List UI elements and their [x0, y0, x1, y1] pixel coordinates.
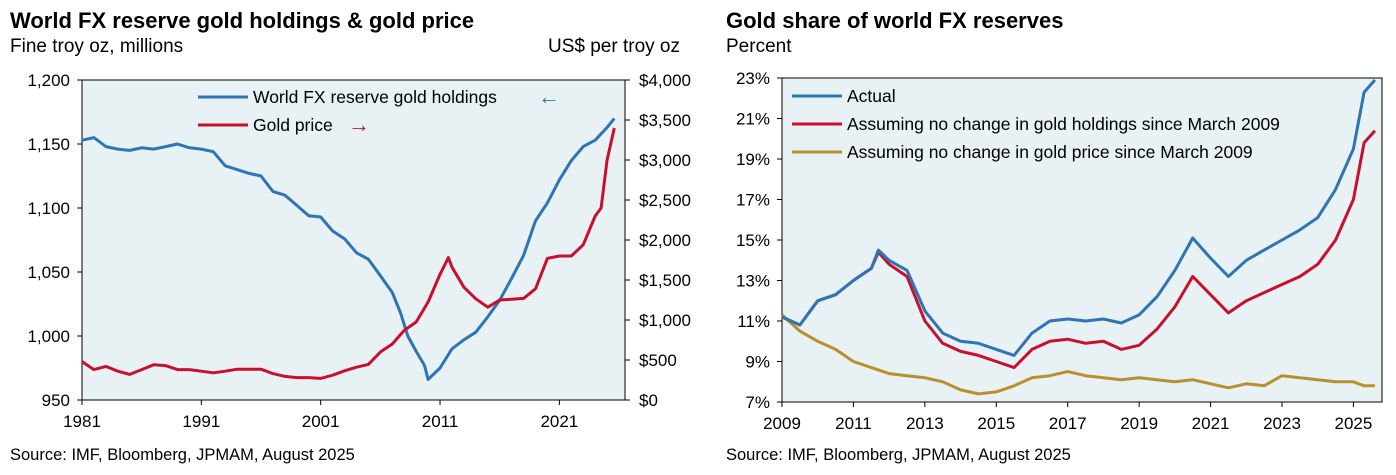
- left-y-tick-label: 1,100: [27, 199, 70, 218]
- right-y-tick-label: $2,000: [639, 231, 691, 250]
- pct-y-tick-label: 7%: [745, 393, 770, 412]
- right-axis-unit: US$ per troy oz: [548, 36, 680, 57]
- pct-x-tick-label: 2023: [1263, 414, 1301, 433]
- right-y-tick-label: $4,000: [639, 71, 691, 90]
- left-legend-arrow-2: →: [348, 112, 370, 137]
- left-x-tick-label: 2001: [302, 412, 340, 431]
- left-x-tick-label: 1991: [182, 412, 220, 431]
- left-y-tick-label: 1,150: [27, 135, 70, 154]
- right-chart-title: Gold share of world FX reserves: [726, 8, 1064, 33]
- left-y-tick-label: 1,200: [27, 71, 70, 90]
- pct-series-line-1: [781, 79, 1377, 357]
- left-y-tick-label: 950: [42, 391, 70, 410]
- left-x-tick-label: 1981: [63, 412, 101, 431]
- left-legend-label-2: Gold price: [253, 115, 333, 135]
- pct-x-tick-label: 2017: [1049, 414, 1087, 433]
- pct-x-tick-label: 2011: [835, 414, 872, 433]
- left-y-tick-label: 1,000: [27, 327, 70, 346]
- left-legend-label-1: World FX reserve gold holdings: [253, 87, 497, 107]
- right-y-tick-label: $1,000: [639, 311, 691, 330]
- pct-x-tick-label: 2025: [1335, 414, 1373, 433]
- left-legend-arrow-1: ←: [538, 84, 560, 109]
- left-x-tick-label: 2011: [422, 412, 459, 431]
- left-y-tick-label: 1,050: [27, 263, 70, 282]
- pct-legend-label-3: Assuming no change in gold price since M…: [847, 142, 1253, 162]
- pct-y-tick-label: 19%: [736, 150, 770, 169]
- right-y-tick-label: $3,000: [639, 151, 691, 170]
- pct-x-tick-label: 2015: [977, 414, 1015, 433]
- pct-x-tick-label: 2019: [1120, 414, 1158, 433]
- left-series-line-2: [81, 127, 616, 380]
- left-series-line-1: [81, 117, 616, 381]
- right-y-tick-label: $0: [639, 391, 658, 410]
- right-y-tick-label: $3,500: [639, 111, 691, 130]
- pct-legend-label-2: Assuming no change in gold holdings sinc…: [847, 114, 1280, 134]
- pct-y-tick-label: 9%: [745, 353, 770, 372]
- pct-y-tick-label: 13%: [736, 272, 770, 291]
- pct-y-tick-label: 15%: [736, 231, 770, 250]
- left-chart-source: Source: IMF, Bloomberg, JPMAM, August 20…: [10, 446, 355, 464]
- left-x-tick-label: 2021: [540, 412, 578, 431]
- right-y-tick-label: $1,500: [639, 271, 691, 290]
- right-y-tick-label: $2,500: [639, 191, 691, 210]
- pct-y-tick-label: 21%: [736, 110, 770, 129]
- right-chart-unit: Percent: [726, 36, 792, 57]
- left-chart-title: World FX reserve gold holdings & gold pr…: [10, 8, 475, 33]
- pct-x-tick-label: 2013: [906, 414, 944, 433]
- pct-series-line-3: [780, 313, 1375, 396]
- pct-x-tick-label: 2021: [1192, 414, 1230, 433]
- pct-y-tick-label: 23%: [736, 69, 770, 88]
- left-axis-unit: Fine troy oz, millions: [10, 36, 184, 57]
- pct-legend-label-1: Actual: [847, 86, 896, 106]
- pct-x-tick-label: 2009: [763, 414, 801, 433]
- pct-y-tick-label: 11%: [737, 312, 770, 331]
- pct-y-tick-label: 17%: [736, 191, 770, 210]
- left-plot-area: [81, 79, 626, 401]
- right-chart-source: Source: IMF, Bloomberg, JPMAM, August 20…: [726, 446, 1071, 464]
- right-y-tick-label: $500: [639, 351, 677, 370]
